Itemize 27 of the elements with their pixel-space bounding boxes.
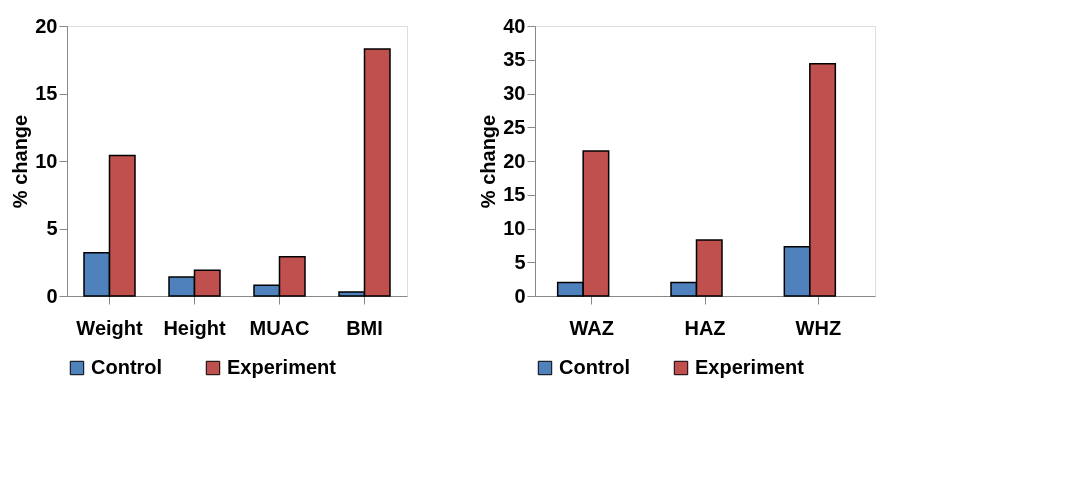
x-tick-label: Weight [76,316,143,339]
x-tick-label: HAZ [684,316,726,339]
y-axis-title: % change [477,114,500,209]
y-tick-label: 5 [514,250,526,273]
x-tick-label: BMI [346,316,383,339]
x-tick-label: WAZ [569,316,614,339]
y-tick-label: 15 [503,183,526,206]
y-tick-label: 20 [35,14,58,37]
y-tick-label: 10 [35,149,58,172]
y-tick-label: 25 [503,115,526,138]
y-tick-label: 10 [503,217,526,239]
x-tick-label: Height [163,316,226,339]
legend-label: Experiment [695,356,805,378]
y-tick-label: 5 [46,217,58,239]
x-tick-label: MUAC [249,316,310,339]
y-tick-label: 0 [514,284,526,307]
legend-label: Control [559,356,631,378]
y-tick-label: 35 [503,48,526,71]
x-tick-label: WHZ [795,316,842,339]
legend-label: Control [91,356,163,378]
y-axis-title: % change [9,114,32,209]
y-tick-label: 15 [35,82,58,104]
y-tick-label: 20 [503,149,526,172]
y-tick-label: 0 [46,284,58,307]
legend-label: Experiment [227,356,337,378]
y-tick-label: 40 [503,14,526,37]
y-tick-label: 30 [503,82,526,104]
